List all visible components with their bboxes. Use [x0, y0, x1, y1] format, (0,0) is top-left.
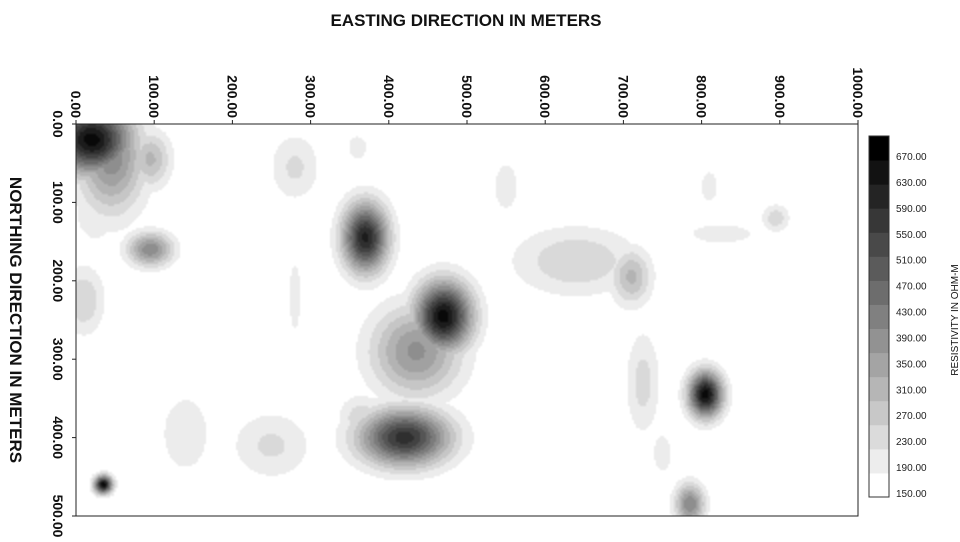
- x-tick-labels: 0.00 100.00 200.00 300.00 400.00 500.00 600.00…: [68, 67, 866, 124]
- x-tick-label: 1000.00: [850, 67, 866, 118]
- colorbar-swatch: [869, 449, 889, 474]
- colorbar-swatch: [869, 377, 889, 402]
- resistivity-heatmap: [76, 124, 858, 516]
- colorbar-tick-label: 350.00: [896, 359, 927, 370]
- colorbar-swatch: [869, 473, 889, 498]
- colorbar-swatch: [869, 401, 889, 426]
- x-tick-label: 300.00: [303, 75, 319, 118]
- colorbar-swatch: [869, 304, 889, 329]
- colorbar-swatch: [869, 208, 889, 233]
- y-tick-labels: 0.00 100.00 200.00 300.00 400.00 500.00: [50, 110, 76, 537]
- y-tick-label: 300.00: [50, 338, 66, 381]
- x-tick-label: 700.00: [615, 75, 631, 118]
- colorbar-tick-label: 550.00: [896, 230, 927, 241]
- colorbar-swatch: [869, 184, 889, 209]
- x-tick-label: 0.00: [68, 91, 84, 118]
- colorbar-tick-label: 310.00: [896, 385, 927, 396]
- colorbar-tick-label: 390.00: [896, 333, 927, 344]
- colorbar-tick-label: 430.00: [896, 308, 927, 319]
- x-tick-label: 600.00: [537, 75, 553, 118]
- colorbar: 150.00 190.00 230.00 270.00 310.00 350.00 390.…: [869, 136, 927, 500]
- y-tick-label: 200.00: [50, 259, 66, 302]
- colorbar-swatch: [869, 160, 889, 185]
- x-tick-label: 200.00: [224, 75, 240, 118]
- colorbar-swatch: [869, 353, 889, 378]
- colorbar-tick-label: 590.00: [896, 204, 927, 215]
- y-tick-label: 0.00: [50, 110, 66, 137]
- x-tick-label: 800.00: [694, 75, 710, 118]
- y-tick-label: 100.00: [50, 181, 66, 224]
- y-axis-title: NORTHING DIRECTION IN METERS: [6, 177, 25, 463]
- x-tick-label: 400.00: [381, 75, 397, 118]
- colorbar-tick-label: 670.00: [896, 152, 927, 163]
- colorbar-tick-label: 270.00: [896, 411, 927, 422]
- colorbar-tick-label: 630.00: [896, 178, 927, 189]
- x-tick-label: 500.00: [459, 75, 475, 118]
- x-tick-label: 100.00: [146, 75, 162, 118]
- colorbar-tick-label: 190.00: [896, 463, 927, 474]
- colorbar-swatch: [869, 425, 889, 450]
- x-tick-label: 900.00: [772, 75, 788, 118]
- colorbar-tick-label: 230.00: [896, 437, 927, 448]
- colorbar-swatch: [869, 136, 889, 161]
- colorbar-tick-label: 150.00: [896, 489, 927, 500]
- y-tick-label: 500.00: [50, 495, 66, 538]
- y-tick-label: 400.00: [50, 416, 66, 459]
- colorbar-swatch: [869, 232, 889, 257]
- colorbar-swatch: [869, 256, 889, 281]
- colorbar-title: RESISTIVITY IN OHM-M: [950, 264, 960, 376]
- x-axis-title: EASTING DIRECTION IN METERS: [330, 11, 601, 30]
- colorbar-tick-label: 470.00: [896, 282, 927, 293]
- colorbar-swatch: [869, 329, 889, 354]
- colorbar-swatch: [869, 280, 889, 305]
- colorbar-tick-label: 510.00: [896, 256, 927, 267]
